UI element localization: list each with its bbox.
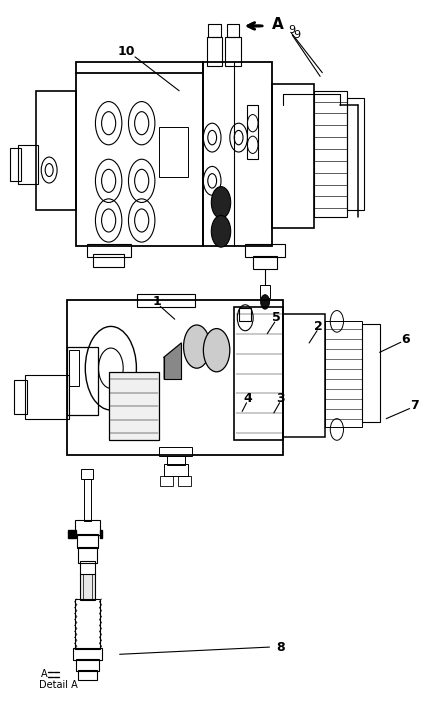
Bar (78, 670, 97, 680)
Polygon shape (164, 343, 181, 379)
Text: A: A (41, 669, 47, 679)
Bar (25, 375, 69, 419)
Text: 3: 3 (276, 392, 285, 405)
Bar (10, 149, 20, 180)
Circle shape (211, 186, 231, 218)
Text: 9: 9 (288, 25, 295, 35)
Bar (80, 573, 95, 600)
Text: 7: 7 (411, 399, 419, 412)
Bar (248, 105, 259, 160)
Bar (164, 464, 188, 477)
Bar (225, 37, 241, 66)
Text: 9: 9 (293, 30, 301, 40)
Text: Detail A: Detail A (38, 680, 77, 690)
Text: 1: 1 (153, 295, 161, 308)
Bar (178, 477, 191, 486)
Bar (81, 469, 93, 479)
Bar (159, 127, 188, 177)
Bar (109, 372, 159, 440)
Bar (75, 599, 100, 649)
Bar (208, 24, 221, 37)
Bar (362, 324, 380, 422)
Circle shape (261, 295, 270, 309)
Bar (347, 98, 364, 209)
Text: 5: 5 (272, 311, 281, 324)
Circle shape (211, 215, 231, 247)
Bar (67, 300, 283, 455)
Text: A: A (272, 17, 283, 32)
Bar (137, 294, 194, 307)
Bar (283, 314, 324, 437)
Bar (203, 62, 272, 245)
Text: 6: 6 (402, 333, 410, 346)
Bar (160, 477, 173, 486)
Text: 10: 10 (118, 45, 135, 58)
Bar (73, 648, 102, 660)
Bar (239, 308, 251, 321)
Bar (67, 347, 98, 415)
Bar (253, 256, 277, 269)
Bar (75, 520, 100, 536)
Bar (227, 24, 239, 37)
Bar (260, 284, 271, 297)
Bar (14, 380, 27, 414)
Bar (324, 321, 362, 427)
Bar (18, 145, 38, 184)
Bar (245, 243, 285, 256)
Bar (234, 307, 283, 440)
Circle shape (183, 325, 210, 368)
Text: 8: 8 (276, 640, 285, 653)
Bar (69, 350, 79, 386)
Bar (87, 243, 131, 256)
Bar (272, 84, 313, 227)
Bar (313, 91, 347, 217)
Circle shape (203, 329, 230, 372)
Bar (80, 561, 95, 575)
Text: 2: 2 (313, 320, 322, 333)
Bar (159, 447, 192, 456)
Bar (78, 547, 97, 562)
Bar (93, 254, 124, 267)
Polygon shape (100, 530, 102, 538)
Text: 4: 4 (243, 392, 252, 405)
Bar (76, 62, 203, 245)
Polygon shape (68, 530, 76, 538)
Bar (167, 456, 185, 466)
Bar (36, 91, 76, 209)
Bar (207, 37, 222, 66)
Bar (76, 659, 99, 671)
Bar (77, 534, 98, 548)
Bar (84, 479, 91, 521)
